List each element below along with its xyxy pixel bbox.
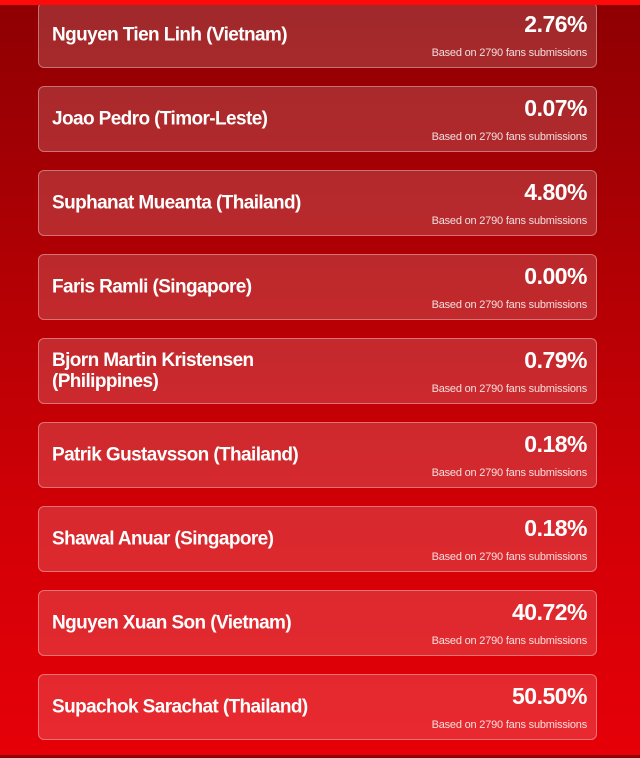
vote-percent: 0.18%	[524, 431, 587, 457]
player-name: Patrik Gustavsson (Thailand)	[52, 444, 299, 466]
submission-note: Based on 2790 fans submissions	[431, 299, 588, 311]
poll-result-card[interactable]: Nguyen Tien Linh (Vietnam) 2.76% Based o…	[38, 2, 597, 68]
poll-results-list: Nguyen Tien Linh (Vietnam) 2.76% Based o…	[38, 2, 597, 758]
vote-percent: 4.80%	[524, 179, 587, 205]
player-name: Shawal Anuar (Singapore)	[52, 528, 274, 550]
poll-result-card[interactable]: Suphanat Mueanta (Thailand) 4.80% Based …	[38, 170, 597, 236]
player-name: Suphanat Mueanta (Thailand)	[52, 192, 301, 214]
submission-note: Based on 2790 fans submissions	[431, 467, 588, 479]
submission-note: Based on 2790 fans submissions	[431, 635, 588, 647]
player-name: Faris Ramli (Singapore)	[52, 276, 252, 298]
submission-note: Based on 2790 fans submissions	[431, 719, 588, 731]
poll-result-card[interactable]: Supachok Sarachat (Thailand) 50.50% Base…	[38, 674, 597, 740]
player-name: Bjorn Martin Kristensen (Philippines)	[52, 350, 254, 392]
poll-result-card[interactable]: Nguyen Xuan Son (Vietnam) 40.72% Based o…	[38, 590, 597, 656]
vote-percent: 0.00%	[524, 263, 587, 289]
vote-percent: 50.50%	[511, 683, 588, 709]
vote-percent: 40.72%	[511, 599, 588, 625]
player-name: Nguyen Xuan Son (Vietnam)	[52, 612, 292, 634]
poll-result-card[interactable]: Bjorn Martin Kristensen (Philippines) 0.…	[38, 338, 597, 404]
vote-percent: 0.18%	[524, 515, 587, 541]
poll-result-card[interactable]: Faris Ramli (Singapore) 0.00% Based on 2…	[38, 254, 597, 320]
poll-result-card[interactable]: Patrik Gustavsson (Thailand) 0.18% Based…	[38, 422, 597, 488]
player-name: Joao Pedro (Timor-Leste)	[52, 108, 268, 130]
vote-percent: 0.79%	[524, 347, 587, 373]
top-bar	[0, 0, 640, 5]
submission-note: Based on 2790 fans submissions	[431, 215, 588, 227]
player-name: Supachok Sarachat (Thailand)	[52, 696, 308, 718]
vote-percent: 0.07%	[524, 95, 587, 121]
submission-note: Based on 2790 fans submissions	[431, 131, 588, 143]
vote-percent: 2.76%	[524, 11, 587, 37]
player-name: Nguyen Tien Linh (Vietnam)	[52, 24, 288, 46]
submission-note: Based on 2790 fans submissions	[431, 383, 588, 395]
submission-note: Based on 2790 fans submissions	[431, 47, 588, 59]
submission-note: Based on 2790 fans submissions	[431, 551, 588, 563]
poll-result-card[interactable]: Shawal Anuar (Singapore) 0.18% Based on …	[38, 506, 597, 572]
poll-result-card[interactable]: Joao Pedro (Timor-Leste) 0.07% Based on …	[38, 86, 597, 152]
